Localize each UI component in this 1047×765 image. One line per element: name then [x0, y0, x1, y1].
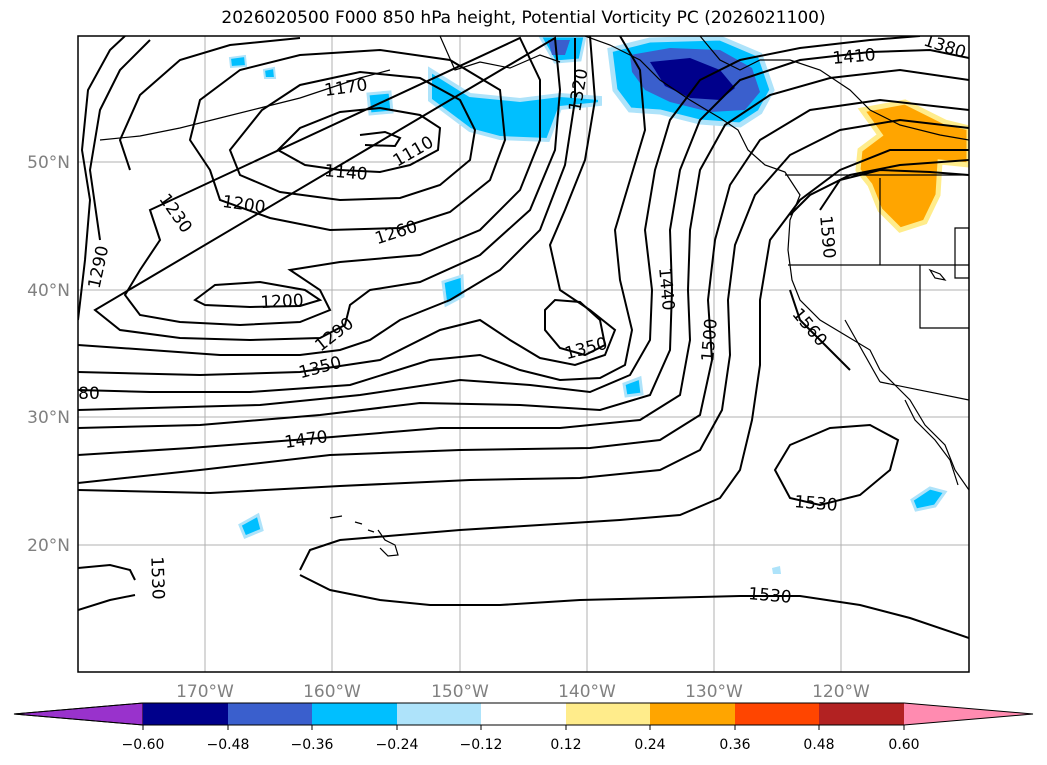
colorbar-segment	[228, 703, 312, 725]
lon-label: 160°W	[303, 682, 361, 702]
contour-label: 1140	[323, 161, 368, 185]
lat-label: 30°N	[27, 408, 70, 428]
contour-label: 1530	[146, 556, 167, 600]
colorbar-tick: −0.24	[376, 737, 419, 753]
colorbar-tick: −0.60	[122, 737, 165, 753]
colorbar-extend-right	[904, 703, 1033, 725]
lon-label: 120°W	[812, 682, 870, 702]
contour-label: 1500	[698, 318, 722, 363]
colorbar: −0.60 −0.48 −0.36 −0.24 −0.12 0.12 0.24 …	[13, 702, 1034, 753]
colorbar-tick: 0.48	[803, 737, 834, 753]
colorbar-segment	[566, 703, 650, 725]
lon-label: 130°W	[685, 682, 743, 702]
colorbar-segment	[312, 703, 397, 725]
contour-label: 1440	[654, 267, 678, 312]
contour-label: 1530	[793, 492, 838, 516]
colorbar-tick: 0.12	[550, 737, 581, 753]
lat-label: 40°N	[27, 281, 70, 301]
contour-label: 1200	[260, 291, 304, 313]
colorbar-tick: 0.24	[634, 737, 665, 753]
longitude-labels: 170°W 160°W 150°W 140°W 130°W 120°W	[176, 682, 870, 702]
map-frame	[77, 35, 970, 673]
contour-label: 1410	[832, 45, 877, 69]
map-title: 2026020500 F000 850 hPa height, Potentia…	[221, 8, 826, 28]
latitude-labels: 50°N 40°N 30°N 20°N	[27, 153, 70, 556]
colorbar-tick: −0.36	[291, 737, 334, 753]
colorbar-segment	[481, 703, 566, 725]
colorbar-tick: 0.36	[719, 737, 750, 753]
contour-label: 80	[78, 384, 100, 404]
lon-label: 140°W	[558, 682, 616, 702]
lat-label: 20°N	[27, 536, 70, 556]
colorbar-segment	[819, 703, 904, 725]
lon-label: 170°W	[176, 682, 234, 702]
colorbar-tick: −0.48	[207, 737, 250, 753]
colorbar-segment	[397, 703, 481, 725]
colorbar-tick: 0.60	[888, 737, 919, 753]
height-contours	[78, 36, 969, 639]
contour-label: 1530	[747, 584, 792, 608]
contour-label: 1590	[815, 215, 839, 260]
colorbar-segment	[650, 703, 735, 725]
lon-label: 150°W	[431, 682, 489, 702]
colorbar-tick: −0.12	[460, 737, 503, 753]
coastlines	[99, 36, 969, 557]
colorbar-extend-left	[13, 702, 144, 726]
colorbar-segment	[735, 703, 819, 725]
colorbar-segment	[143, 703, 228, 725]
lat-label: 50°N	[27, 153, 70, 173]
